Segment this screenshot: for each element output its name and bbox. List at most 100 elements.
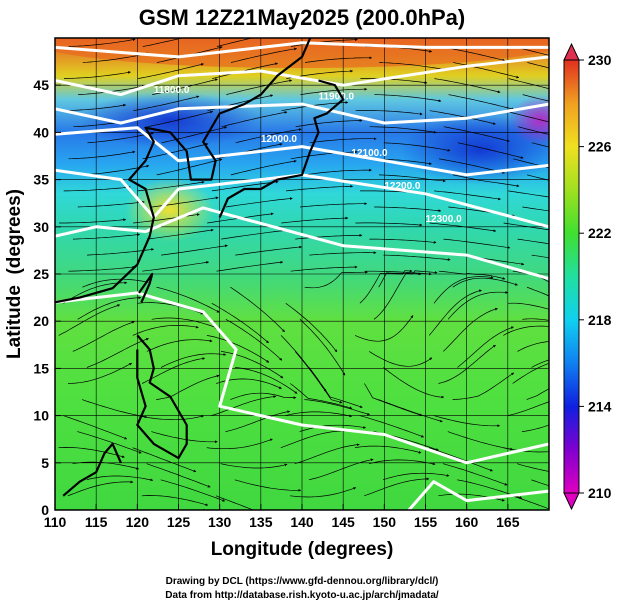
- y-tick-label: 20: [33, 313, 49, 329]
- streamline: [137, 180, 205, 192]
- streamline: [457, 142, 524, 159]
- colorbar-tick-label: 222: [588, 225, 612, 241]
- streamline: [206, 438, 273, 450]
- streamline: [225, 318, 283, 361]
- coastline: [138, 272, 154, 303]
- contour-line: [55, 41, 549, 59]
- streamline: [453, 62, 520, 79]
- x-axis: 110 115 120 125 130 135 140 145 150 155 160 165: [44, 504, 520, 530]
- coastline: [218, 79, 345, 218]
- streamline: [141, 357, 206, 384]
- streamline: [438, 344, 496, 384]
- streamline: [443, 126, 510, 143]
- coastlines: [55, 38, 345, 510]
- streamline: [304, 168, 372, 176]
- streamline: [86, 338, 149, 368]
- y-tick-label: 15: [33, 360, 49, 376]
- streamline: [142, 261, 210, 272]
- streamline: [86, 475, 154, 482]
- streamline: [443, 238, 511, 249]
- streamline: [517, 238, 549, 245]
- streamline: [63, 415, 128, 440]
- coastline: [136, 334, 188, 460]
- streamline: [152, 78, 218, 95]
- streamline: [151, 317, 218, 329]
- streamline: [225, 197, 293, 208]
- colorbar-top-arrow: [563, 42, 580, 61]
- colorbar: 210 214 218 222 226 230: [563, 42, 612, 511]
- streamline: [58, 304, 121, 336]
- streamline: [137, 415, 205, 421]
- streamline: [82, 278, 149, 288]
- streamlines: [58, 38, 549, 510]
- contour-label: 12200.0: [384, 181, 421, 192]
- streamline: [429, 222, 497, 233]
- streamline: [67, 362, 133, 384]
- streamline: [63, 281, 128, 304]
- colorbar-tick-label: 230: [588, 52, 612, 68]
- streamline: [457, 326, 514, 368]
- x-tick-label: 125: [167, 514, 191, 530]
- streamline: [161, 244, 228, 256]
- streamline: [364, 270, 432, 276]
- streamline: [508, 78, 549, 90]
- colorbar-gradient: [563, 59, 580, 494]
- streamline: [503, 110, 549, 123]
- streamline: [211, 302, 269, 344]
- streamline: [359, 269, 413, 304]
- streamline: [442, 463, 508, 486]
- streamline: [447, 431, 514, 451]
- streamline: [364, 383, 423, 417]
- streamline: [512, 495, 549, 510]
- streamline: [508, 190, 549, 198]
- contour-line: [407, 480, 549, 510]
- streamline: [516, 463, 549, 472]
- streamline: [526, 286, 549, 297]
- streamline: [522, 318, 549, 321]
- streamline: [433, 276, 494, 304]
- streamline: [527, 174, 549, 181]
- streamline: [434, 78, 501, 94]
- streamline: [355, 110, 423, 116]
- coastline: [55, 38, 312, 304]
- streamline: [304, 270, 368, 289]
- streamline: [308, 458, 374, 481]
- streamline: [147, 110, 214, 128]
- footer-credit-data: Data from http://database.rish.kyoto-u.a…: [165, 590, 439, 601]
- contour-line: [55, 126, 549, 177]
- streamline: [59, 103, 127, 112]
- contour-line: [55, 291, 549, 465]
- contour-line: [55, 102, 549, 125]
- streamline: [434, 190, 501, 201]
- streamline: [428, 447, 493, 472]
- streamline: [354, 445, 422, 454]
- streamline: [453, 174, 520, 188]
- streamline: [206, 335, 270, 363]
- streamline: [72, 321, 135, 352]
- y-tick-label: 5: [41, 455, 49, 471]
- streamline: [521, 424, 549, 432]
- streamline: [507, 401, 549, 416]
- streamline: [281, 216, 349, 224]
- streamline: [378, 399, 443, 423]
- contour-label: 11800.0: [154, 85, 190, 96]
- streamline: [82, 52, 150, 63]
- contour-label: 12300.0: [426, 214, 463, 225]
- streamline: [522, 206, 549, 212]
- streamline: [161, 126, 228, 144]
- streamline: [383, 367, 445, 399]
- streamline: [77, 431, 142, 454]
- streamline: [378, 174, 446, 183]
- streamline: [503, 447, 549, 453]
- streamline: [156, 286, 220, 313]
- contour-lines: 11800.0 11900.0 12000.0 12100.0 12200.0 12300…: [55, 41, 549, 510]
- streamline: [230, 159, 297, 176]
- streamline: [280, 429, 346, 449]
- x-axis-label: Longitude (degrees): [211, 539, 394, 560]
- streamline: [58, 447, 125, 458]
- streamline: [531, 359, 549, 368]
- streamline: [285, 303, 338, 353]
- contour-line: [55, 206, 549, 281]
- streamline: [220, 351, 284, 379]
- streamline: [448, 94, 515, 111]
